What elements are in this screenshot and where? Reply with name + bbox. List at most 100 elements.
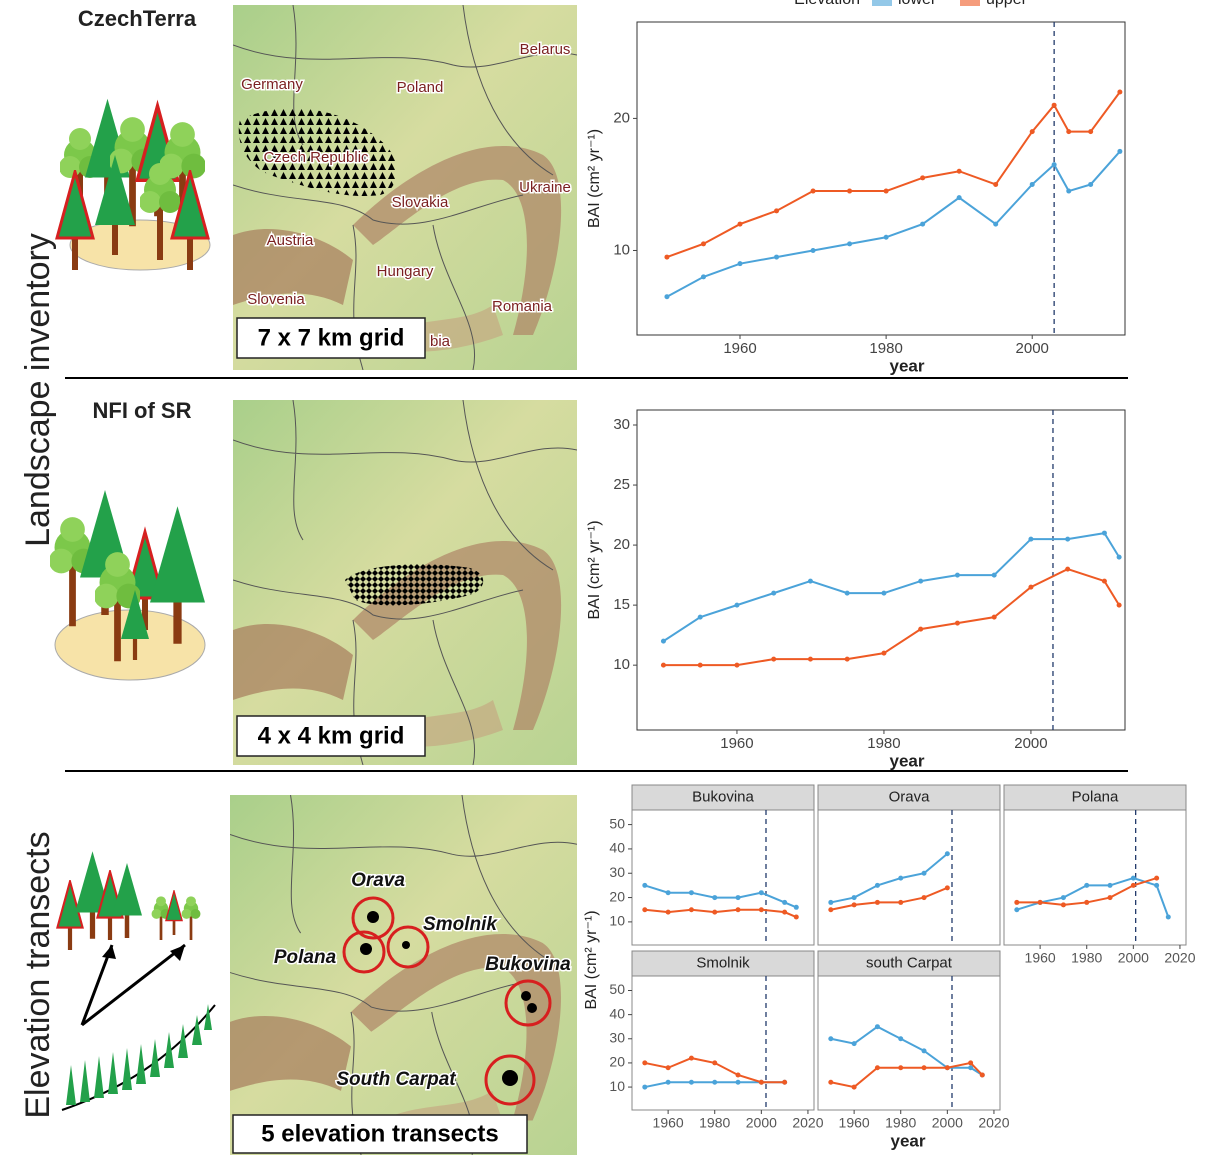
map: Belarus Germany Poland Czech Republic Uk… <box>233 5 577 370</box>
x-tick-label: 1980 <box>699 1115 730 1131</box>
series-line <box>666 91 1121 259</box>
series-line <box>662 531 1120 642</box>
legend-swatch <box>960 0 980 6</box>
plot-area <box>817 809 1001 946</box>
site-label: South Carpat <box>336 1069 456 1090</box>
legend-label: lower <box>898 0 937 8</box>
x-tick-label: 1960 <box>720 735 753 752</box>
map-label: Slovenia <box>247 291 305 308</box>
x-tick-label: 2000 <box>1118 950 1149 966</box>
x-tick-label: 2020 <box>978 1115 1009 1131</box>
side-label: Landscape inventory <box>19 233 57 547</box>
series-line <box>644 884 797 909</box>
facet-header <box>817 950 1001 977</box>
y-tick-label: 40 <box>609 840 625 856</box>
map-label: bia <box>430 333 451 350</box>
facet-title: south Carpat <box>866 954 953 971</box>
y-tick-label: 10 <box>609 1078 625 1094</box>
site-label: Bukovina <box>485 954 571 975</box>
x-tick-label: 1960 <box>839 1115 870 1131</box>
map-label: Ukraine <box>519 179 571 196</box>
map-label: Poland <box>397 79 444 96</box>
legend-title: Elevation <box>794 0 860 8</box>
facet-header <box>1003 784 1187 811</box>
x-axis-label: year <box>890 356 925 375</box>
site-label: Smolnik <box>423 914 498 935</box>
map-label: Hungary <box>377 263 434 280</box>
y-tick-label: 30 <box>609 1029 625 1045</box>
series-line <box>830 853 948 904</box>
series-line <box>830 1061 984 1089</box>
grid-label: 7 x 7 km grid <box>258 324 405 351</box>
y-tick-label: 20 <box>609 888 625 904</box>
y-tick-label: 20 <box>609 1054 625 1070</box>
x-tick-label: 1960 <box>723 340 756 357</box>
map-label: Slovakia <box>392 194 449 211</box>
series-line <box>663 568 1120 667</box>
x-tick-label: 2020 <box>792 1115 823 1131</box>
map-label: Czech Republic <box>263 149 369 166</box>
series-line <box>830 886 948 911</box>
x-tick-label: 1980 <box>867 735 900 752</box>
y-axis-label: BAI (cm² yr⁻¹) <box>583 910 600 1009</box>
facet-title: Polana <box>1072 788 1119 805</box>
facet-header <box>631 950 815 977</box>
series-line <box>644 1057 785 1084</box>
series-line <box>830 1025 983 1076</box>
panel-title: CzechTerra <box>78 6 197 31</box>
map-label: Austria <box>267 232 314 249</box>
x-tick-label: 2000 <box>932 1115 963 1131</box>
y-tick-label: 40 <box>609 1005 625 1021</box>
y-tick-label: 50 <box>609 981 625 997</box>
y-tick-label: 15 <box>613 596 630 613</box>
x-axis-label: year <box>891 1131 926 1150</box>
grid-label: 4 x 4 km grid <box>258 722 405 749</box>
y-axis-label: BAI (cm² yr⁻¹) <box>586 129 603 228</box>
map: Orava Smolnik Polana Bukovina South Carp… <box>230 795 577 1155</box>
y-tick-label: 50 <box>609 815 625 831</box>
y-axis-label: BAI (cm² yr⁻¹) <box>586 520 603 619</box>
y-tick-label: 10 <box>613 656 630 673</box>
series-line <box>644 908 797 918</box>
y-tick-label: 10 <box>613 241 630 258</box>
plot-area <box>636 409 1126 731</box>
x-tick-label: 2000 <box>1016 340 1049 357</box>
x-tick-label: 2000 <box>1014 735 1047 752</box>
plot-area <box>631 809 815 946</box>
y-tick-label: 20 <box>613 109 630 126</box>
y-tick-label: 20 <box>613 536 630 553</box>
x-axis-label: year <box>890 751 925 770</box>
x-tick-label: 1960 <box>1025 950 1056 966</box>
site-label: Polana <box>274 947 337 968</box>
facet-header <box>817 784 1001 811</box>
legend-swatch <box>872 0 892 6</box>
map-label: Belarus <box>520 41 571 58</box>
facet-title: Smolnik <box>696 954 750 971</box>
x-tick-label: 1980 <box>1071 950 1102 966</box>
series-line <box>666 150 1121 298</box>
x-tick-label: 2000 <box>746 1115 777 1131</box>
series-line <box>1016 877 1157 906</box>
side-label: Elevation transects <box>19 831 57 1118</box>
panel-title: NFI of SR <box>93 398 192 423</box>
series-line <box>1016 877 1170 918</box>
plot-area <box>636 21 1126 336</box>
grid-label: 5 elevation transects <box>261 1120 498 1147</box>
map-label: Germany <box>241 76 303 93</box>
y-tick-label: 30 <box>609 864 625 880</box>
legend-label: upper <box>986 0 1028 8</box>
y-tick-label: 30 <box>613 416 630 433</box>
map-label: Romania <box>492 298 553 315</box>
x-tick-label: 2020 <box>1164 950 1195 966</box>
facet-title: Orava <box>889 788 931 805</box>
x-tick-label: 1980 <box>885 1115 916 1131</box>
site-label: Orava <box>351 870 405 891</box>
x-tick-label: 1980 <box>869 340 902 357</box>
y-tick-label: 10 <box>609 913 625 929</box>
tree-illustration <box>50 98 216 1111</box>
plot-area <box>631 975 815 1111</box>
y-tick-label: 25 <box>613 476 630 493</box>
x-tick-label: 1960 <box>653 1115 684 1131</box>
